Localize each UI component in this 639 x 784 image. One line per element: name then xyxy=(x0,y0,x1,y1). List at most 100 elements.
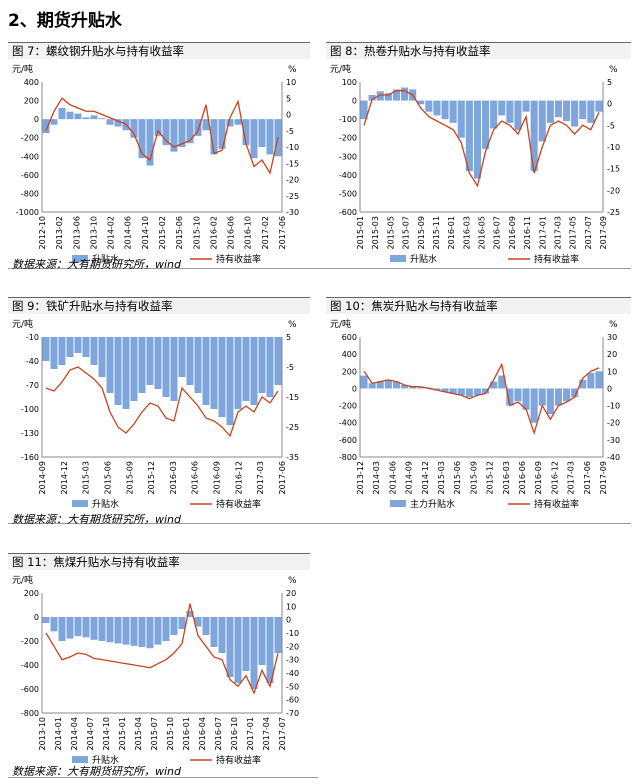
left-tick-label: 100 xyxy=(342,78,357,87)
x-tick-label: 2017-03 xyxy=(553,216,562,249)
right-tick-label: -35 xyxy=(286,453,299,462)
legend-swatch-bar xyxy=(72,255,88,262)
left-tick-label: 0 xyxy=(352,97,357,106)
left-tick-label: -800 xyxy=(339,453,357,462)
figure-7: 图 7：螺纹钢升贴水与持有收益率 元/吨% 400 200 0 -200 -400 -600… xyxy=(8,42,310,267)
x-tick-label: 2017-06 xyxy=(278,461,287,494)
bar xyxy=(498,375,506,389)
left-tick-label: -200 xyxy=(21,134,39,143)
bar xyxy=(554,100,562,118)
right-tick-label: -40 xyxy=(286,669,299,678)
x-tick-label: 2016-11 xyxy=(523,216,532,249)
x-tick-label: 2014-10 xyxy=(141,216,150,249)
left-tick-label: 0 xyxy=(352,384,357,393)
x-tick-label: 2016-10 xyxy=(230,717,239,750)
section-title: 2、期货升贴水 xyxy=(8,11,122,31)
bar xyxy=(178,337,186,377)
figure-11: 图 11：焦煤升贴水与持有收益率 元/吨% 200 0 -200 -400 -600 -80… xyxy=(8,553,310,766)
right-tick-label: 30 xyxy=(607,333,617,342)
bar xyxy=(162,617,170,641)
bar xyxy=(234,617,242,683)
bar xyxy=(595,371,603,389)
left-tick-label: 0 xyxy=(34,115,39,124)
right-tick-label: -15 xyxy=(286,393,299,402)
left-tick-label: 400 xyxy=(342,350,357,359)
bar xyxy=(401,385,409,389)
bar xyxy=(154,337,162,389)
figure-title: 图 11：焦煤升贴水与持有收益率 xyxy=(8,553,310,570)
bar xyxy=(465,100,473,172)
bar xyxy=(66,617,74,639)
bar xyxy=(114,337,122,405)
bar xyxy=(425,100,433,112)
divider xyxy=(8,268,631,269)
right-tick-label: -5 xyxy=(286,363,294,372)
bar xyxy=(66,111,74,120)
left-tick-label: -100 xyxy=(339,115,357,124)
x-tick-label: 2015-09 xyxy=(125,461,134,494)
x-tick-label: 2014-06 xyxy=(388,461,397,494)
bar xyxy=(530,100,538,172)
figure-9: 图 9：铁矿升贴水与持有收益率 元/吨% -10 -40 -70 -100 -130 -16… xyxy=(8,297,310,512)
legend-label: 主力升贴水 xyxy=(410,498,455,510)
bar xyxy=(433,388,441,391)
bar xyxy=(186,337,194,385)
right-tick-label: -20 xyxy=(607,186,620,195)
bar xyxy=(417,100,425,105)
right-tick-label: -30 xyxy=(286,208,299,217)
legend-label: 持有收益率 xyxy=(216,754,261,766)
x-tick-label: 2014-12 xyxy=(421,461,430,494)
bar xyxy=(473,388,481,396)
bar xyxy=(587,100,595,123)
right-tick-label: 5 xyxy=(286,94,291,103)
right-tick-label: 5 xyxy=(286,333,291,342)
x-tick-label: 2016-03 xyxy=(169,461,178,494)
x-tick-label: 2016-06 xyxy=(518,461,527,494)
left-tick-label: -500 xyxy=(339,189,357,198)
bar xyxy=(138,337,146,393)
bar xyxy=(194,337,202,393)
series-line xyxy=(45,366,279,438)
left-tick-label: -10 xyxy=(26,333,39,342)
left-tick-label: -400 xyxy=(339,419,357,428)
x-tick-label: 2015-04 xyxy=(134,717,143,750)
x-tick-label: 2016-07 xyxy=(493,216,502,249)
bar xyxy=(457,388,465,396)
bar xyxy=(218,119,226,149)
x-tick-label: 2017-07 xyxy=(278,717,287,750)
x-tick-label: 2017-07 xyxy=(584,216,593,249)
x-tick-label: 2016-12 xyxy=(550,461,559,494)
x-tick-label: 2016-06 xyxy=(191,461,200,494)
x-tick-label: 2014-02 xyxy=(107,216,116,249)
figure-10: 图 10：焦炭升贴水与持有收益率 元/吨% 600 400 200 0 -200 -400-… xyxy=(326,297,631,512)
bar xyxy=(522,388,530,410)
bar xyxy=(392,89,400,101)
x-tick-label: 2017-06 xyxy=(583,461,592,494)
left-tick-label: -200 xyxy=(21,637,39,646)
bar xyxy=(546,100,554,123)
bar xyxy=(210,119,218,155)
bar xyxy=(242,617,250,671)
bar xyxy=(98,337,106,377)
bar xyxy=(538,388,546,406)
bar xyxy=(106,119,114,125)
x-tick-label: 2017-02 xyxy=(261,216,270,249)
left-tick-label: -600 xyxy=(339,208,357,217)
right-tick-label: 10 xyxy=(286,602,296,611)
left-tick-label: -200 xyxy=(339,402,357,411)
source-note: 数据来源：大有期货研究所，wind xyxy=(12,258,182,271)
bar xyxy=(506,100,514,123)
bar xyxy=(50,617,58,632)
x-tick-label: 2016-10 xyxy=(244,216,253,249)
figure-title: 图 7：螺纹钢升贴水与持有收益率 xyxy=(8,42,310,59)
figure-title: 图 9：铁矿升贴水与持有收益率 xyxy=(8,297,310,314)
bar xyxy=(490,381,498,389)
bar xyxy=(595,100,603,112)
bar xyxy=(194,617,202,627)
bar xyxy=(234,337,242,409)
x-tick-label: 2013-12 xyxy=(356,461,365,494)
bar xyxy=(587,373,595,389)
x-tick-label: 2014-03 xyxy=(372,461,381,494)
x-tick-label: 2014-07 xyxy=(86,717,95,750)
right-tick-label: -30 xyxy=(286,656,299,665)
